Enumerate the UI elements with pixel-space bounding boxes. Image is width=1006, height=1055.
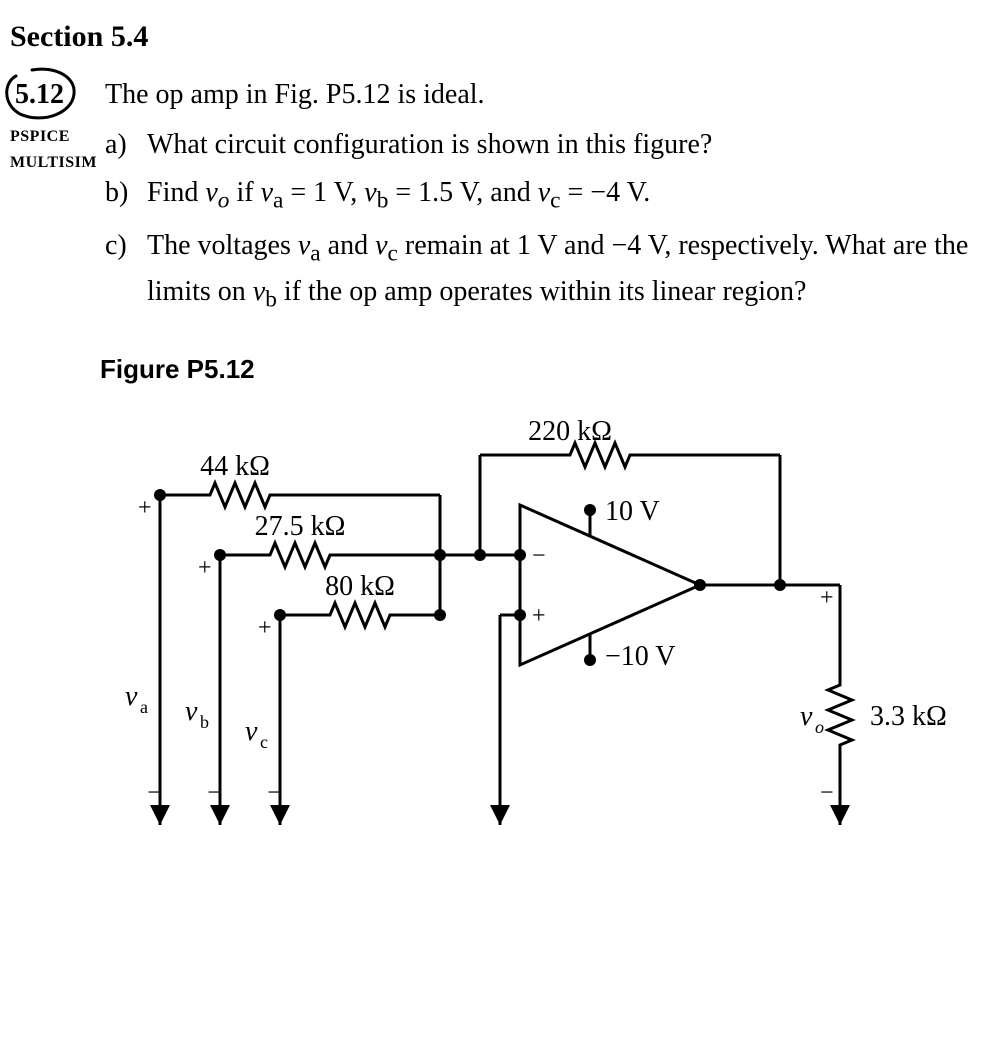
svg-text:+: + [198, 555, 212, 581]
part-b: b) Find vo if va = 1 V, vb = 1.5 V, and … [105, 172, 996, 219]
svg-text:−: − [147, 780, 161, 806]
va-sub: a [140, 697, 148, 717]
part-label: c) [105, 225, 135, 318]
problem-intro: The op amp in Fig. P5.12 is ideal. [105, 74, 996, 116]
tag-pspice: PSPICE [10, 124, 90, 150]
problem-body: The op amp in Fig. P5.12 is ideal. a) Wh… [105, 74, 996, 324]
vb-label: v [185, 696, 198, 727]
part-c: c) The voltages va and vc remain at 1 V … [105, 225, 996, 318]
svg-text:+: + [138, 495, 152, 521]
section-header: Section 5.4 [10, 20, 996, 54]
problem-number: 5.12 [10, 74, 90, 116]
vplus-label: 10 V [605, 496, 660, 527]
problem-tags: PSPICE MULTISIM [10, 124, 90, 175]
tag-multisim: MULTISIM [10, 150, 90, 176]
r3-label: 80 kΩ [325, 571, 395, 602]
part-text: What circuit configuration is shown in t… [147, 124, 712, 166]
problem-container: 5.12 PSPICE MULTISIM The op amp in Fig. … [10, 74, 996, 324]
svg-text:−: − [820, 780, 834, 806]
part-text: The voltages va and vc remain at 1 V and… [147, 225, 996, 318]
vminus-label: −10 V [605, 641, 676, 672]
svg-text:−: − [207, 780, 221, 806]
part-label: b) [105, 172, 135, 219]
part-text: Find vo if va = 1 V, vb = 1.5 V, and vc … [147, 172, 650, 219]
vc-sub: c [260, 732, 268, 752]
svg-text:−: − [267, 780, 281, 806]
r2-label: 27.5 kΩ [255, 511, 346, 542]
r1-label: 44 kΩ [200, 451, 270, 482]
r-feedback-label: 220 kΩ [528, 416, 612, 447]
vo-label: v [800, 701, 813, 732]
svg-text:+: + [820, 585, 834, 611]
part-a: a) What circuit configuration is shown i… [105, 124, 996, 166]
circuit-diagram: 220 kΩ 44 kΩ 27.5 kΩ 80 kΩ 3.3 kΩ 10 V −… [100, 405, 980, 845]
svg-text:+: + [258, 615, 272, 641]
svg-text:−: − [532, 543, 546, 569]
part-label: a) [105, 124, 135, 166]
vo-sub: o [815, 717, 824, 737]
vc-label: v [245, 716, 258, 747]
problem-number-wrap: 5.12 PSPICE MULTISIM [10, 74, 90, 175]
rload-label: 3.3 kΩ [870, 701, 947, 732]
vb-sub: b [200, 712, 209, 732]
figure-section: Figure P5.12 [100, 354, 996, 845]
va-label: v [125, 681, 138, 712]
figure-title: Figure P5.12 [100, 354, 996, 385]
problem-parts: a) What circuit configuration is shown i… [105, 124, 996, 318]
svg-text:+: + [532, 603, 546, 629]
